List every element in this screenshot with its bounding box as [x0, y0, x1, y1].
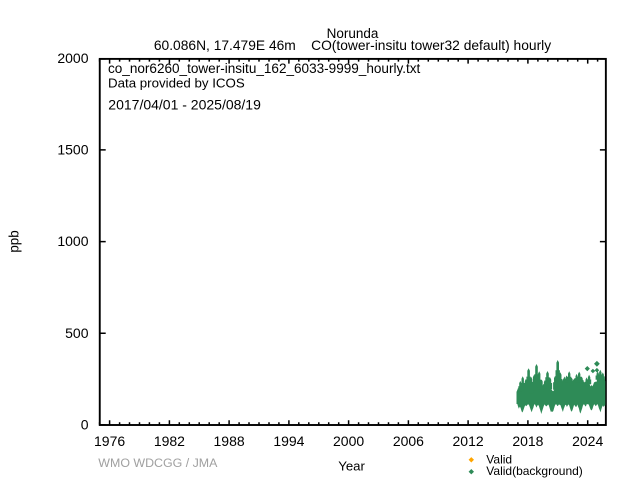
svg-text:1988: 1988: [214, 433, 245, 449]
svg-text:0: 0: [81, 417, 89, 433]
svg-text:2017/04/01 - 2025/08/19: 2017/04/01 - 2025/08/19: [108, 97, 261, 113]
svg-text:500: 500: [65, 325, 89, 341]
svg-text:Norunda: Norunda: [327, 26, 379, 41]
svg-text:1976: 1976: [94, 433, 125, 449]
svg-text:WMO WDCGG / JMA: WMO WDCGG / JMA: [98, 456, 218, 470]
svg-text:co_nor6260_tower-insitu_162_60: co_nor6260_tower-insitu_162_6033-9999_ho…: [108, 61, 421, 76]
svg-text:2012: 2012: [453, 433, 484, 449]
svg-text:ppb: ppb: [6, 230, 21, 252]
svg-text:2018: 2018: [512, 433, 543, 449]
svg-text:1994: 1994: [273, 433, 304, 449]
svg-text:Year: Year: [338, 459, 365, 474]
svg-text:1000: 1000: [57, 233, 88, 249]
svg-text:1982: 1982: [154, 433, 185, 449]
svg-text:2000: 2000: [57, 50, 88, 66]
svg-text:2000: 2000: [333, 433, 364, 449]
svg-text:2006: 2006: [393, 433, 424, 449]
svg-text:60.086N, 17.479E 46m CO(tow: 60.086N, 17.479E 46m CO(tower-insitu tow…: [154, 38, 551, 53]
svg-text:1500: 1500: [57, 142, 88, 158]
svg-text:Valid: Valid: [486, 453, 512, 467]
svg-text:Data provided by ICOS: Data provided by ICOS: [108, 76, 245, 91]
svg-text:2024: 2024: [572, 433, 603, 449]
svg-text:Valid(background): Valid(background): [486, 464, 583, 478]
